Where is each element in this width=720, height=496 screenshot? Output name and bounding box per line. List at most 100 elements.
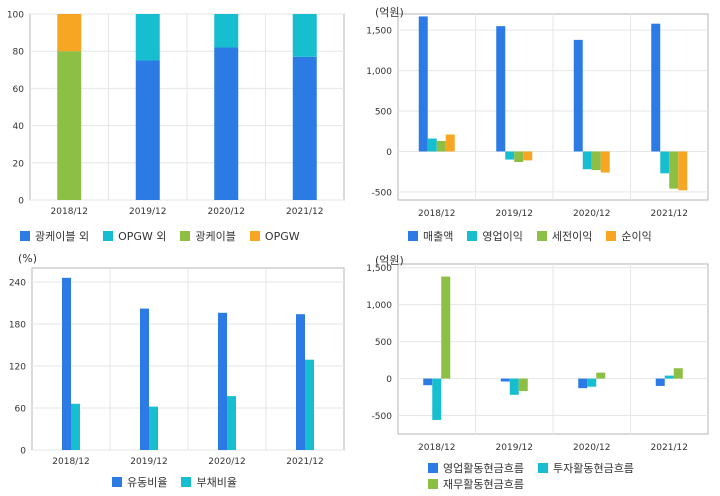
bar-2-2019/12: [509, 378, 519, 395]
legend-label: 부채비율: [196, 476, 237, 489]
legend-label: 매출액: [423, 230, 454, 243]
bar-3-2021/12: [669, 151, 679, 189]
legend-item[interactable]: OPGW 외: [103, 228, 166, 244]
bar-3-2021/12: [673, 368, 683, 379]
chart-panel-income: (억원) -500 0 500 1,000 1,500 2018/12 2019/12 202…: [360, 0, 720, 250]
legend-swatch: [428, 463, 438, 473]
x-tick-label: 2018/12: [418, 209, 455, 219]
legend-swatch: [103, 231, 114, 241]
x-tick-label: 2021/12: [651, 443, 688, 453]
bar-1-2021/12: [651, 23, 661, 152]
y-tick-label: 1,500: [366, 27, 392, 37]
bar-2-2020/12: [587, 378, 597, 387]
bar-3-2020/12: [596, 372, 606, 379]
composition-chart-svg: 0 20 40 60 80 100 2018/12 2019/12 2020/12 2021/12: [7, 11, 345, 217]
bar-1-2021/12: [655, 378, 665, 386]
y-tick-label: -500: [372, 412, 393, 422]
legend-item[interactable]: 영업활동현금흐름: [428, 460, 524, 476]
bar-4-2018/12: [57, 14, 82, 52]
legend-swatch: [112, 477, 122, 487]
bar-4-2018/12: [445, 134, 455, 152]
y-tick-label: 1,000: [366, 67, 392, 77]
legend-item[interactable]: 광케이블 외: [20, 228, 89, 244]
legend-label: 영업활동현금흐름: [443, 462, 524, 475]
y-tick-label: 500: [375, 108, 392, 118]
legend-label: 광케이블 외: [35, 230, 90, 243]
legend-label: 영업이익: [482, 230, 523, 243]
bar-3-2019/12: [518, 378, 528, 392]
legend-swatch: [428, 479, 438, 489]
chart-panel-cashflow: (억원) -500 0 500 1,000 1,500 2018/12 2019/12 202…: [360, 250, 720, 496]
legend-item[interactable]: 광케이블: [180, 228, 236, 244]
income-legend: 매출액 영업이익 세전이익 순이익: [408, 228, 708, 244]
bar-2-2018/12: [432, 378, 442, 420]
y-tick-label: 0: [20, 447, 26, 457]
bar-1-2019/12: [500, 378, 510, 382]
x-tick-label: 2021/12: [286, 457, 323, 467]
y-tick-label: 120: [9, 363, 26, 373]
y-tick-label: 0: [386, 148, 392, 158]
cashflow-chart-svg: -500 0 500 1,000 1,500 2018/12 2019/12 2020/12 2…: [366, 263, 709, 453]
bar-3-2019/12: [514, 151, 524, 162]
legend-item[interactable]: 부채비율: [181, 474, 237, 490]
legend-swatch: [180, 231, 191, 241]
legend-swatch: [537, 463, 548, 473]
legend-item[interactable]: 세전이익: [536, 228, 593, 244]
bar-2-2020/12: [214, 14, 239, 48]
bar-1-2020/12: [218, 312, 227, 450]
x-tick-label: 2020/12: [208, 207, 245, 217]
y-tick-label: 20: [13, 159, 25, 169]
bar-3-2018/12: [436, 140, 446, 152]
x-tick-label: 2018/12: [52, 457, 89, 467]
x-tick-label: 2020/12: [573, 209, 610, 219]
legend-item[interactable]: 재무활동현금흐름: [428, 476, 524, 492]
x-tick-label: 2020/12: [208, 457, 245, 467]
legend-item[interactable]: 영업이익: [467, 228, 523, 244]
legend-swatch: [181, 477, 192, 487]
legend-item[interactable]: 투자활동현금흐름: [537, 460, 634, 476]
bar-1-2018/12: [418, 16, 428, 152]
ratio-unit-label: (%): [18, 252, 38, 265]
y-tick-label: 100: [7, 11, 24, 21]
chart-panel-ratio: (%) 0 60 120 180 240 2018/12 2019/12 2020/12 202…: [0, 250, 360, 496]
legend-label: 세전이익: [551, 230, 593, 243]
legend-item[interactable]: 유동비율: [112, 474, 167, 490]
x-tick-label: 2019/12: [496, 443, 533, 453]
x-tick-label: 2019/12: [130, 457, 167, 467]
bar-2-2018/12: [71, 403, 80, 450]
bar-2-2021/12: [664, 375, 674, 379]
legend-item[interactable]: 순이익: [606, 228, 652, 244]
bar-1-2020/12: [578, 378, 588, 389]
legend-item[interactable]: 매출액: [408, 228, 453, 244]
bar-1-2018/12: [62, 277, 71, 450]
y-tick-label: 0: [386, 375, 392, 385]
bar-2-2018/12: [427, 138, 437, 152]
bar-3-2018/12: [57, 51, 82, 201]
bar-1-2018/12: [423, 378, 433, 386]
legend-swatch: [467, 231, 478, 241]
bar-4-2021/12: [678, 151, 688, 191]
bar-2-2021/12: [660, 151, 670, 174]
legend-swatch: [408, 231, 418, 241]
cashflow-unit-label: (억원): [375, 254, 404, 267]
income-chart-svg: -500 0 500 1,000 1,500 2018/12 2019/12 2020/12 2…: [366, 13, 709, 219]
legend-label: 광케이블: [195, 230, 236, 243]
legend-swatch: [536, 231, 547, 241]
x-tick-label: 2021/12: [651, 209, 688, 219]
bar-2-2021/12: [305, 359, 314, 450]
y-tick-label: 1,500: [366, 264, 392, 274]
y-tick-label: 500: [375, 338, 392, 348]
ratio-legend: 유동비율 부채비율: [112, 474, 352, 490]
legend-label: OPGW 외: [118, 230, 167, 243]
bar-4-2020/12: [600, 151, 610, 173]
bar-2-2019/12: [135, 14, 160, 61]
bar-2-2020/12: [227, 396, 236, 450]
bar-1-2021/12: [296, 314, 305, 450]
y-tick-label: 1,000: [366, 301, 392, 311]
legend-swatch: [606, 231, 617, 241]
legend-swatch: [249, 231, 260, 241]
bar-4-2019/12: [523, 151, 533, 161]
composition-legend: 광케이블 외 OPGW 외 광케이블 OPGW: [20, 228, 350, 244]
legend-item[interactable]: OPGW: [249, 228, 300, 244]
